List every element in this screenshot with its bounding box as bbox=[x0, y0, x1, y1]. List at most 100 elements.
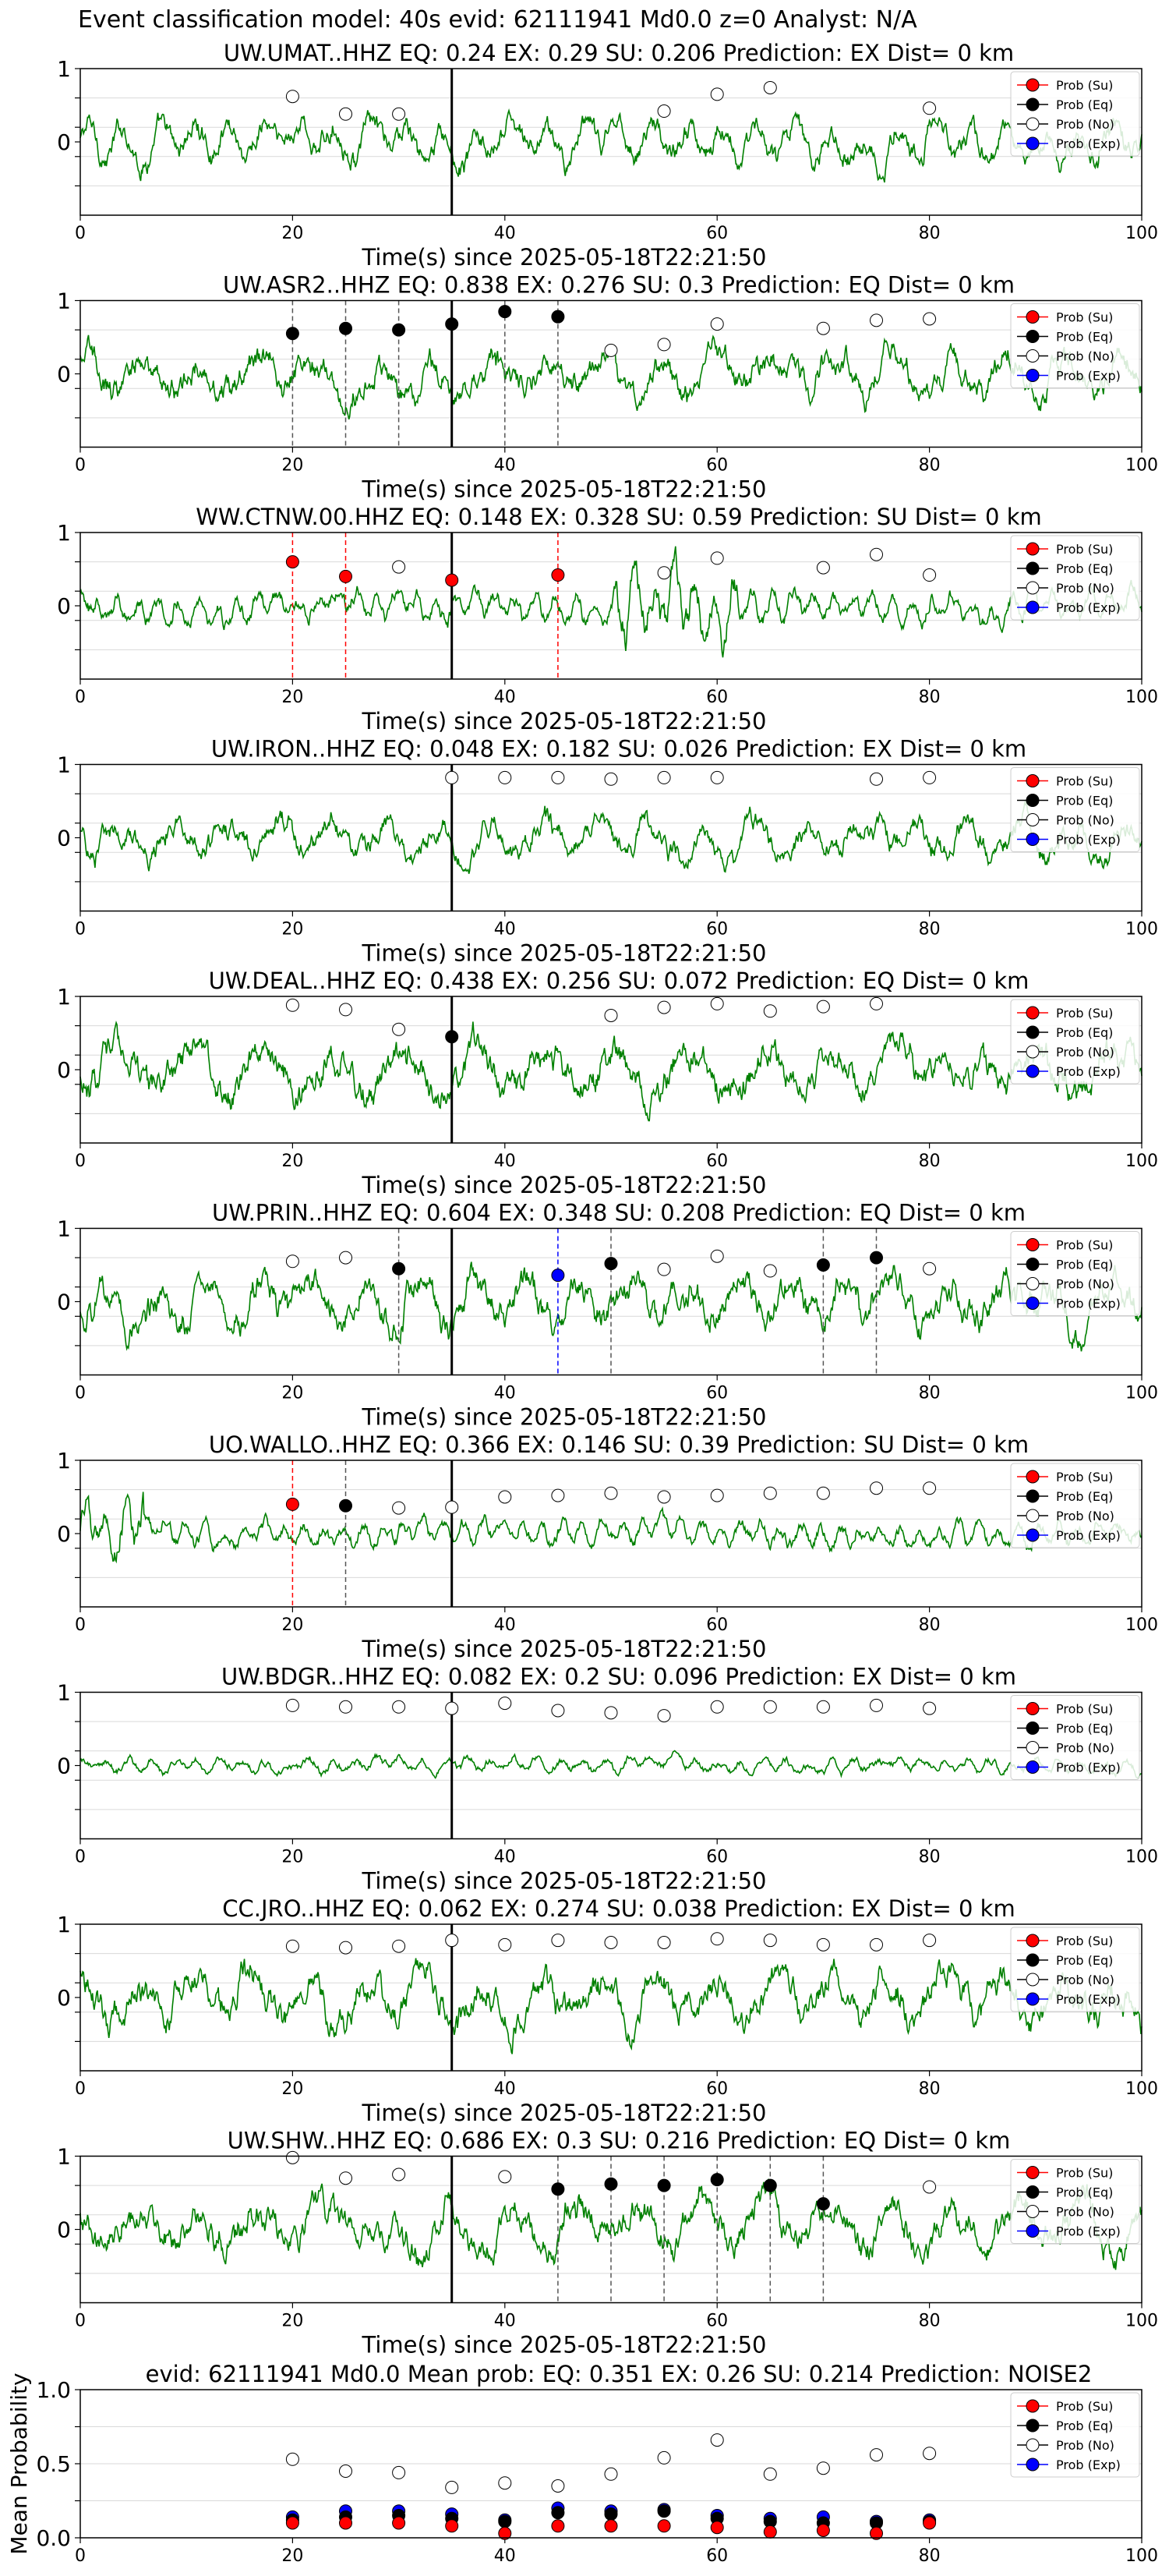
data-point-probeq bbox=[816, 1258, 830, 1272]
data-point-probno bbox=[710, 317, 724, 331]
data-point-probeq bbox=[657, 2504, 671, 2518]
data-point-probno bbox=[923, 312, 937, 326]
y-tick-label: 1 bbox=[57, 1912, 71, 1937]
data-point-probno bbox=[498, 1697, 512, 1711]
x-tick-label: 0 bbox=[75, 2312, 86, 2331]
subplot-4: UW.IRON..HHZ EQ: 0.048 EX: 0.182 SU: 0.0… bbox=[57, 736, 1158, 967]
x-tick-label: 0 bbox=[75, 224, 86, 243]
x-tick-label: 60 bbox=[706, 920, 728, 939]
legend-label: Prob (No) bbox=[1056, 349, 1114, 364]
legend-marker bbox=[1026, 136, 1040, 150]
legend-label: Prob (Su) bbox=[1056, 310, 1113, 325]
data-point-probno bbox=[392, 1022, 406, 1036]
data-point-probno bbox=[816, 1000, 830, 1014]
legend-box bbox=[1010, 767, 1140, 852]
legend: Prob (Su) Prob (Eq) Prob (No) Prob (Exp) bbox=[1010, 2392, 1140, 2478]
x-tick-label: 40 bbox=[494, 2079, 516, 2099]
legend: Prob (Su) Prob (Eq) Prob (No) Prob (Exp) bbox=[1010, 1927, 1140, 2012]
legend-label: Prob (Exp) bbox=[1056, 369, 1121, 384]
legend-marker bbox=[1026, 1297, 1040, 1310]
x-tick-label: 80 bbox=[919, 2079, 941, 2099]
data-point-probno bbox=[657, 1000, 671, 1014]
legend-marker bbox=[1026, 1064, 1040, 1078]
x-tick-label: 100 bbox=[1125, 2079, 1158, 2099]
data-point-probno bbox=[870, 772, 883, 786]
y-tick-label: 0.5 bbox=[36, 2451, 71, 2477]
legend-label: Prob (Exp) bbox=[1056, 1528, 1121, 1543]
x-tick-label: 20 bbox=[281, 688, 303, 707]
data-point-probno bbox=[710, 1932, 724, 1946]
x-tick-label: 80 bbox=[919, 456, 941, 476]
data-point-probno bbox=[923, 1261, 937, 1276]
y-tick-label: 0 bbox=[57, 826, 71, 851]
legend: Prob (Su) Prob (Eq) Prob (No) Prob (Exp) bbox=[1010, 303, 1140, 388]
data-point-probno bbox=[710, 1249, 724, 1263]
legend-label: Prob (Eq) bbox=[1056, 561, 1113, 576]
data-point-probno bbox=[392, 1939, 406, 1953]
x-tick-label: 60 bbox=[706, 456, 728, 476]
x-axis-label: Time(s) since 2025-05-18T22:21:50 bbox=[362, 2332, 767, 2358]
waveform-trace bbox=[79, 2178, 1143, 2270]
subplot-title: UW.UMAT..HHZ EQ: 0.24 EX: 0.29 SU: 0.206… bbox=[224, 40, 1014, 66]
x-axis-label: Time(s) since 2025-05-18T22:21:50 bbox=[362, 940, 767, 967]
data-point-probeq bbox=[763, 2178, 777, 2192]
legend-marker bbox=[1026, 600, 1040, 614]
data-point-probno bbox=[657, 1936, 671, 1949]
legend-label: Prob (Su) bbox=[1056, 774, 1113, 789]
data-point-probno bbox=[923, 1481, 937, 1495]
data-point-probno bbox=[604, 343, 618, 357]
legend-box bbox=[1010, 303, 1140, 388]
data-point-probno bbox=[923, 770, 937, 784]
x-tick-label: 80 bbox=[919, 1152, 941, 1171]
y-tick-label: 0 bbox=[57, 1521, 71, 1547]
subplot-11: evid: 62111941 Md0.0 Mean prob: EQ: 0.35… bbox=[6, 2361, 1158, 2566]
x-tick-label: 40 bbox=[494, 920, 516, 939]
legend-marker bbox=[1026, 1489, 1040, 1503]
data-point-probsu bbox=[604, 2519, 618, 2533]
x-tick-label: 100 bbox=[1125, 224, 1158, 243]
data-point-probeq bbox=[604, 2177, 618, 2191]
legend-label: Prob (Eq) bbox=[1056, 97, 1113, 112]
subplot-3: WW.CTNW.00.HHZ EQ: 0.148 EX: 0.328 SU: 0… bbox=[57, 504, 1158, 734]
data-point-probeq bbox=[551, 2182, 565, 2196]
subplot-title: WW.CTNW.00.HHZ EQ: 0.148 EX: 0.328 SU: 0… bbox=[196, 504, 1042, 530]
data-point-probno bbox=[551, 770, 565, 784]
legend-label: Prob (Exp) bbox=[1056, 1992, 1121, 2007]
legend-label: Prob (Su) bbox=[1056, 78, 1113, 93]
data-point-probno bbox=[710, 1700, 724, 1714]
y-tick-label: 1 bbox=[57, 1448, 71, 1474]
data-point-probno bbox=[870, 313, 883, 327]
x-tick-label: 100 bbox=[1125, 456, 1158, 476]
legend: Prob (Su) Prob (Eq) Prob (No) Prob (Exp) bbox=[1010, 1463, 1140, 1548]
data-point-probno bbox=[763, 2467, 777, 2481]
legend-label: Prob (No) bbox=[1056, 1741, 1114, 1756]
legend-box bbox=[1010, 2392, 1140, 2478]
legend-marker bbox=[1026, 1953, 1040, 1967]
legend-label: Prob (Exp) bbox=[1056, 1760, 1121, 1775]
legend-label: Prob (Eq) bbox=[1056, 794, 1113, 809]
y-tick-label: 0 bbox=[57, 2217, 71, 2243]
legend-marker bbox=[1026, 794, 1040, 807]
y-tick-label: 0.0 bbox=[36, 2525, 71, 2551]
data-point-probsu bbox=[816, 2524, 830, 2537]
legend: Prob (Su) Prob (Eq) Prob (No) Prob (Exp) bbox=[1010, 2159, 1140, 2244]
legend-label: Prob (Su) bbox=[1056, 1470, 1113, 1484]
legend-marker bbox=[1026, 349, 1040, 363]
data-point-probsu bbox=[551, 568, 565, 582]
x-axis-label: Time(s) since 2025-05-18T22:21:50 bbox=[362, 244, 767, 271]
data-point-probeq bbox=[551, 2506, 565, 2520]
legend-label: Prob (Eq) bbox=[1056, 1953, 1113, 1968]
legend-label: Prob (Exp) bbox=[1056, 1297, 1121, 1311]
data-point-probexp bbox=[551, 1269, 565, 1283]
data-point-probno bbox=[339, 1700, 352, 1714]
data-point-probno bbox=[551, 1704, 565, 1718]
subplot-title: CC.JRO..HHZ EQ: 0.062 EX: 0.274 SU: 0.03… bbox=[222, 1895, 1015, 1922]
axes-frame bbox=[79, 996, 1143, 1144]
axes-frame bbox=[79, 2389, 1143, 2539]
data-point-probno bbox=[710, 2433, 724, 2447]
x-tick-label: 80 bbox=[919, 1848, 941, 1867]
subplot-title: UW.SHW..HHZ EQ: 0.686 EX: 0.3 SU: 0.216 … bbox=[228, 2128, 1011, 2154]
x-tick-label: 100 bbox=[1125, 688, 1158, 707]
legend-label: Prob (No) bbox=[1056, 1509, 1114, 1523]
